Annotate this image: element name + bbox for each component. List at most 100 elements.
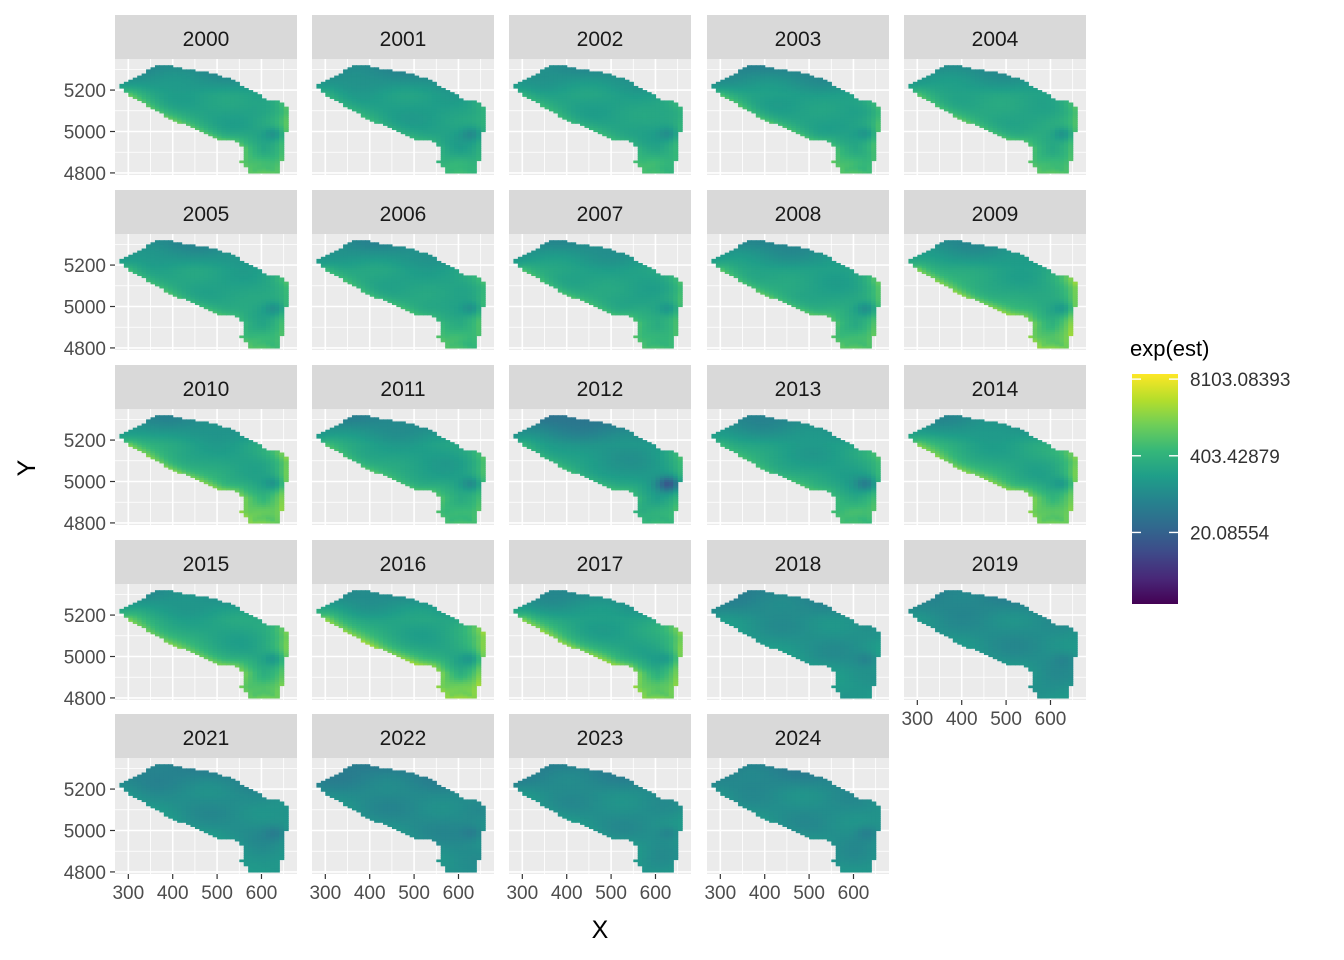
facet-panel: 2019 300 400 500 600 (901, 540, 1086, 730)
facet-strip (707, 714, 889, 758)
estimate-raster (711, 415, 881, 524)
facet-strip-label: 2017 (577, 553, 624, 576)
facet-strip-label: 2018 (775, 553, 822, 576)
facet-panel: 2002 (509, 15, 691, 175)
facet-strip-label: 2014 (972, 378, 1019, 401)
estimate-raster (119, 240, 289, 349)
facet-panel: 2018 (707, 540, 889, 700)
legend-title: exp(est) (1130, 336, 1209, 361)
facet-strip-label: 2010 (183, 378, 230, 401)
facet-panel: 2012 (509, 365, 691, 525)
x-axis: 300 400 500 600 (112, 874, 277, 904)
facet-panel: 2024 300 400 500 600 (704, 714, 889, 904)
x-tick-label: 400 (157, 883, 189, 904)
x-tick-label: 500 (595, 883, 627, 904)
estimate-raster (908, 590, 1078, 699)
y-axis: 4800 5000 5200 (64, 256, 115, 360)
facet-strip-label: 2023 (577, 727, 624, 750)
x-axis: 300 400 500 600 (309, 874, 474, 904)
y-tick-label: 4800 (64, 689, 106, 710)
estimate-raster (316, 764, 486, 873)
facet-strip-label: 2021 (183, 727, 230, 750)
x-tick-label: 500 (990, 709, 1022, 730)
estimate-raster (119, 764, 289, 873)
y-axis: 4800 5000 5200 (64, 431, 115, 535)
facet-strip-label: 2007 (577, 203, 624, 226)
estimate-raster (908, 240, 1078, 349)
y-axis-title: Y (13, 459, 41, 476)
y-axis: 4800 5000 5200 (64, 606, 115, 710)
x-tick-label: 300 (704, 883, 736, 904)
x-axis: 300 400 500 600 (704, 874, 869, 904)
facet-strip (509, 714, 691, 758)
facet-strip (707, 540, 889, 584)
facet-panel: 2006 (312, 190, 494, 350)
y-tick-label: 5000 (64, 123, 106, 144)
color-legend: exp(est) 8103.08393 403.42879 20.08554 (1130, 336, 1290, 604)
estimate-raster (513, 764, 683, 873)
facet-strip-label: 2011 (380, 378, 425, 401)
facet-strip-label: 2013 (775, 378, 822, 401)
x-tick-label: 600 (838, 883, 870, 904)
facet-strip (312, 365, 494, 409)
estimate-raster (119, 590, 289, 699)
estimate-raster (119, 415, 289, 524)
facet-strip (509, 15, 691, 59)
facet-panel: 2014 (904, 365, 1086, 525)
y-axis: 4800 5000 5200 (64, 81, 115, 185)
facet-panel: 2008 (707, 190, 889, 350)
facet-strip (707, 15, 889, 59)
x-axis: 300 400 500 600 (901, 700, 1066, 730)
estimate-raster (513, 415, 683, 524)
y-tick-label: 5200 (64, 431, 106, 452)
facet-strip-label: 2015 (183, 553, 230, 576)
facet-panel: 2003 (707, 15, 889, 175)
legend-tick-label: 403.42879 (1190, 447, 1280, 468)
facet-panel: 2017 (509, 540, 691, 700)
facet-strip (904, 15, 1086, 59)
y-tick-label: 5000 (64, 648, 106, 669)
y-tick-label: 5000 (64, 473, 106, 494)
facet-strip-label: 2024 (775, 727, 822, 750)
facet-panel: 2015 4800 5000 5200 (64, 540, 297, 710)
estimate-raster (908, 65, 1078, 174)
x-tick-label: 600 (246, 883, 278, 904)
facet-strip (312, 540, 494, 584)
estimate-raster (711, 590, 881, 699)
facet-panel: 2000 4800 5000 5200 (64, 15, 297, 185)
facet-panel: 2009 (904, 190, 1086, 350)
facet-strip (509, 190, 691, 234)
facet-strip (904, 540, 1086, 584)
x-tick-label: 600 (640, 883, 672, 904)
x-tick-label: 300 (309, 883, 341, 904)
y-tick-label: 5200 (64, 606, 106, 627)
estimate-raster (316, 415, 486, 524)
y-tick-label: 4800 (64, 514, 106, 535)
x-tick-label: 400 (354, 883, 386, 904)
x-tick-label: 400 (551, 883, 583, 904)
facet-strip-label: 2000 (183, 28, 230, 51)
estimate-raster (316, 65, 486, 174)
facet-panel: 2001 (312, 15, 494, 175)
facet-panels: 2000 4800 5000 5200 2001 2002 2003 2004 2005 4800… (64, 15, 1086, 904)
facet-strip-label: 2005 (183, 203, 230, 226)
facet-strip-label: 2012 (577, 378, 624, 401)
estimate-raster (711, 764, 881, 873)
facet-strip (115, 714, 297, 758)
facet-strip-label: 2019 (972, 553, 1019, 576)
facet-strip (509, 540, 691, 584)
legend-ticks: 8103.08393 403.42879 20.08554 (1132, 370, 1290, 544)
facet-strip-label: 2003 (775, 28, 822, 51)
facet-strip-label: 2001 (380, 28, 427, 51)
legend-colorbar (1132, 374, 1178, 604)
facet-strip-label: 2006 (380, 203, 427, 226)
y-tick-label: 5200 (64, 256, 106, 277)
facet-panel: 2021 4800 5000 5200 300 400 500 600 (64, 714, 297, 904)
x-axis-title: X (592, 916, 609, 944)
facet-strip (312, 15, 494, 59)
facet-strip (707, 190, 889, 234)
y-axis: 4800 5000 5200 (64, 780, 115, 884)
y-tick-label: 4800 (64, 863, 106, 884)
y-tick-label: 5200 (64, 81, 106, 102)
